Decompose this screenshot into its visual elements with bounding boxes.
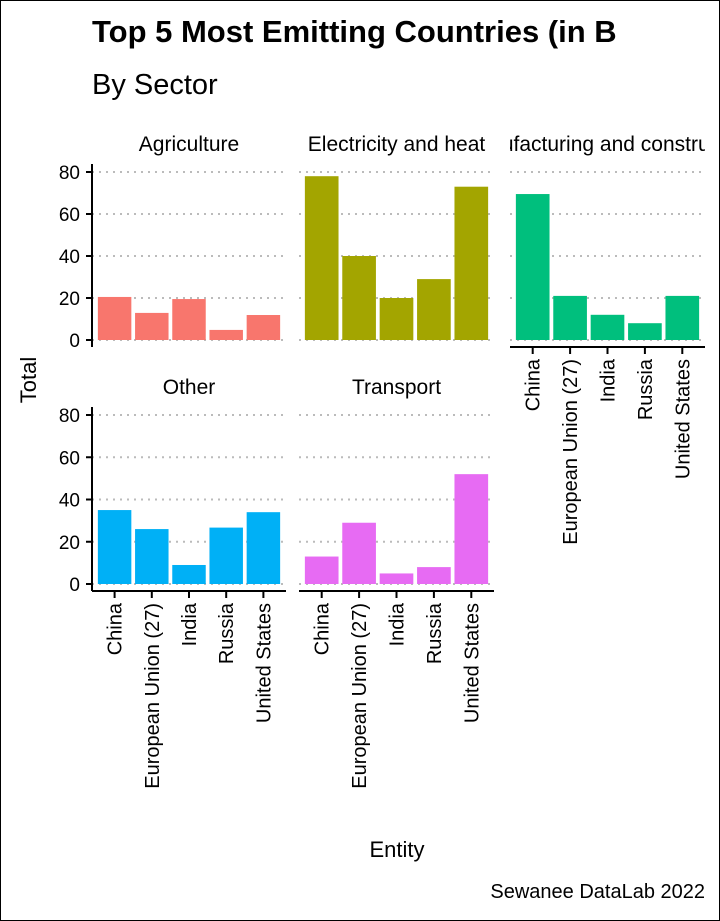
bar xyxy=(379,573,414,584)
x-tick-label: Russia xyxy=(635,358,657,420)
x-tick-label: United States xyxy=(672,359,694,479)
facet-panel: Electricity and heat xyxy=(299,133,494,341)
x-tick-label: Russia xyxy=(424,602,446,664)
chart-subtitle: By Sector xyxy=(92,69,218,101)
y-tick-label: 80 xyxy=(59,406,80,427)
x-tick-label: Russia xyxy=(216,602,238,664)
y-tick-label: 0 xyxy=(69,331,80,352)
facet-title: Other xyxy=(163,376,216,399)
bar xyxy=(454,186,489,340)
bar xyxy=(304,176,339,340)
bar xyxy=(379,298,414,340)
x-tick-label: European Union (27) xyxy=(349,603,371,789)
bar xyxy=(342,522,376,584)
bar xyxy=(553,295,587,340)
y-tick-label: 80 xyxy=(59,163,80,184)
facet-panel: Agriculture 0 20 40 60 80 xyxy=(59,133,286,352)
bar xyxy=(417,279,451,340)
y-tick-label: 40 xyxy=(59,247,80,268)
bar xyxy=(246,315,281,340)
bar xyxy=(417,567,451,584)
facet-panel: Manufacturing and construction China Europ… xyxy=(461,133,720,545)
titles: Top 5 Most Emitting Countries (in B xyxy=(92,14,617,49)
bar xyxy=(665,295,700,340)
facet-title: Manufacturing and construction xyxy=(461,133,720,156)
x-tick-label: European Union (27) xyxy=(142,603,164,789)
facet-title: Transport xyxy=(352,376,441,399)
facet-panel: Other 0 20 40 60 80 China European Union (27) In… xyxy=(59,376,286,789)
x-tick-label: China xyxy=(312,602,334,655)
bar xyxy=(209,329,243,340)
bar xyxy=(97,296,132,340)
x-tick-label: United States xyxy=(461,603,483,723)
bar xyxy=(304,556,339,584)
x-tick-label: India xyxy=(598,358,620,402)
y-tick-label: 60 xyxy=(59,448,80,469)
bar xyxy=(628,323,662,340)
facet-title: Agriculture xyxy=(139,133,239,156)
bar xyxy=(454,474,489,584)
bar xyxy=(590,314,625,340)
bar xyxy=(97,510,132,584)
x-tick-label: China xyxy=(523,358,545,411)
bar xyxy=(342,256,376,340)
x-tick-label: India xyxy=(179,602,201,646)
y-tick-label: 0 xyxy=(69,575,80,596)
bar xyxy=(246,512,281,584)
y-tick-label: 20 xyxy=(59,533,80,554)
chart-title: Top 5 Most Emitting Countries (in B xyxy=(92,14,617,49)
bar xyxy=(515,194,550,340)
x-tick-label: China xyxy=(105,602,127,655)
y-axis-label: Total xyxy=(16,357,41,403)
caption: Sewanee DataLab 2022 xyxy=(490,881,705,903)
bar xyxy=(209,527,243,584)
y-tick-label: 40 xyxy=(59,491,80,512)
bar xyxy=(135,529,169,584)
x-tick-label: India xyxy=(387,602,409,646)
y-tick-label: 60 xyxy=(59,205,80,226)
bar xyxy=(135,312,169,340)
bar xyxy=(172,564,206,584)
x-tick-label: United States xyxy=(253,603,275,723)
bar xyxy=(172,299,206,340)
facet-title: Electricity and heat xyxy=(308,133,486,156)
y-tick-label: 20 xyxy=(59,289,80,310)
facet-panel: Transport China European Union (27) India Ru… xyxy=(299,376,494,789)
x-axis-label: Entity xyxy=(369,837,424,862)
x-tick-label: European Union (27) xyxy=(560,359,582,545)
